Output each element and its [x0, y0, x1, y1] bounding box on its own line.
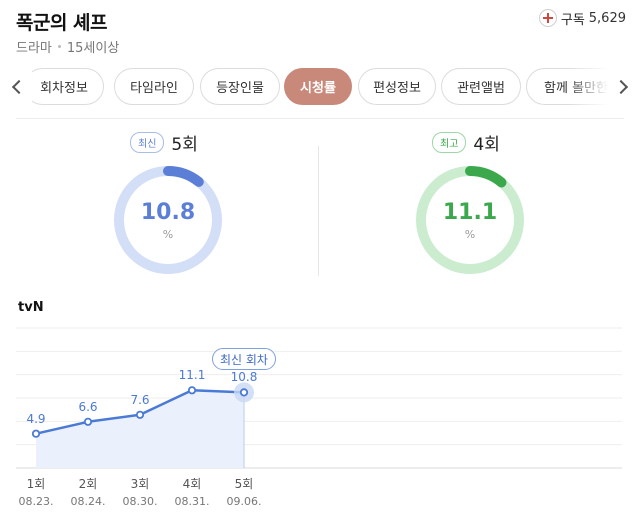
subscriber-count: 5,629 [588, 10, 626, 26]
best-rating-unit: % [464, 228, 476, 241]
chevron-left-icon[interactable] [6, 76, 28, 98]
data-label: 4.9 [26, 411, 46, 426]
x-tick-episode: 1회 [26, 477, 46, 491]
genre-label: 드라마 [16, 41, 52, 56]
latest-rating-gauge: 10.8 % [112, 164, 224, 276]
best-badge: 최고 [432, 131, 467, 153]
chevron-right-icon[interactable] [612, 76, 634, 98]
x-tick-episode: 4회 [182, 477, 202, 491]
best-gauge-ring [416, 166, 524, 274]
tab-episode-info[interactable]: 회차정보 [32, 68, 104, 105]
x-tick-episode: 5회 [234, 477, 254, 491]
data-label: 11.1 [178, 368, 206, 383]
x-tick-episode: 3회 [130, 477, 150, 491]
meta-separator-dot [57, 45, 61, 48]
x-tick-label: 1회 08.23. [13, 476, 59, 510]
latest-badge: 최신 [130, 131, 165, 153]
channel-label: tvN [18, 300, 44, 315]
x-tick-label: 2회 08.24. [65, 476, 111, 510]
best-episode: 4회 [473, 134, 500, 155]
x-tick-date: 08.23. [18, 495, 54, 508]
latest-episode: 5회 [171, 134, 198, 155]
ratings-summary: 최신 5회 10.8 % 최고 4회 11.1 % [0, 130, 640, 280]
data-label: 6.6 [78, 399, 98, 414]
data-point [135, 410, 145, 419]
latest-rating-header: 최신 5회 [130, 130, 198, 155]
x-tick-date: 08.24. [70, 495, 106, 508]
subscribe-label: 구독 [560, 12, 585, 28]
latest-gauge-ring [114, 166, 222, 274]
section-divider [16, 118, 624, 119]
program-meta: 드라마 15세이상 [16, 37, 119, 56]
x-tick-date: 09.06. [226, 495, 262, 508]
ratings-vertical-divider [318, 146, 319, 276]
x-tick-label: 5회 09.06. [221, 476, 267, 510]
tab-ratings[interactable]: 시청률 [284, 68, 352, 105]
x-tick-date: 08.31. [174, 495, 210, 508]
chart-canvas [16, 327, 622, 469]
plus-icon [538, 9, 557, 27]
latest-rating-unit: % [162, 228, 174, 241]
x-tick-label: 4회 08.31. [169, 476, 215, 510]
x-tick-episode: 2회 [78, 477, 98, 491]
subscribe-button[interactable]: 구독 5,629 [538, 8, 626, 28]
data-point [83, 417, 93, 426]
latest-gauge-arc [114, 166, 222, 274]
data-label: 10.8 [230, 370, 258, 385]
tab-recommended[interactable]: 함께 볼만한 [526, 68, 608, 105]
age-rating-label: 15세이상 [66, 41, 120, 56]
tab-bar: 회차정보 타임라인 등장인물 시청률 편성정보 관련앨범 함께 볼만한 [0, 68, 640, 106]
tab-strip: 회차정보 타임라인 등장인물 시청률 편성정보 관련앨범 함께 볼만한 [32, 68, 608, 106]
x-tick-label: 3회 08.30. [117, 476, 163, 510]
tab-albums[interactable]: 관련앨범 [441, 68, 521, 105]
best-rating-value: 11.1 [442, 200, 498, 225]
program-header: 폭군의 셰프 드라마 15세이상 구독 5,629 [0, 0, 640, 64]
data-label: 7.6 [130, 392, 150, 407]
best-gauge-arc [416, 166, 524, 274]
best-rating-gauge: 11.1 % [414, 164, 526, 276]
series-area-fill [36, 390, 244, 468]
x-tick-date: 08.30. [122, 495, 158, 508]
data-point [31, 429, 41, 438]
program-title: 폭군의 셰프 [16, 12, 108, 34]
tab-cast[interactable]: 등장인물 [200, 68, 280, 105]
ratings-line-chart: 최신 회차 4.9 1회 08.23. 6.6 2회 08.24. 7.6 3회 08.30. 1… [0, 320, 640, 516]
latest-rating-value: 10.8 [140, 200, 196, 225]
tab-schedule[interactable]: 편성정보 [358, 68, 436, 105]
data-point [239, 388, 249, 397]
best-rating-header: 최고 4회 [432, 130, 500, 155]
data-point [187, 386, 197, 395]
tab-timeline[interactable]: 타임라인 [114, 68, 194, 105]
latest-episode-callout: 최신 회차 [212, 348, 276, 370]
